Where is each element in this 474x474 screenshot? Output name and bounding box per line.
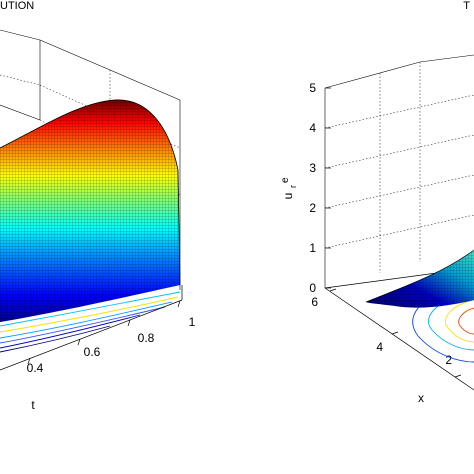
right-z-axis [325,87,331,289]
right-z-tick-1: 1 [309,241,316,255]
left-t-tick-3: 1 [189,315,196,329]
left-plot-title: UTION [0,0,34,12]
right-x-tick-1: 4 [376,340,383,354]
right-z-tick-3: 3 [309,161,316,175]
right-z-tick-0: 0 [309,281,316,295]
right-z-tick-4: 4 [309,121,316,135]
right-surface-mesh [366,250,474,308]
right-grid-lines [324,62,474,273]
left-t-axis-label: t [31,398,35,412]
right-z-tick-2: 2 [309,201,316,215]
right-x-tick-2: 2 [445,353,452,367]
left-t-tick-0: 0.4 [27,361,44,375]
left-t-tick-2: 0.8 [138,331,155,345]
right-x-axis-label: x [418,391,424,405]
left-t-tick-1: 0.6 [84,345,101,359]
right-surface-edge [365,249,474,303]
right-z-axis-label: u r e [280,177,298,199]
z-label-main: u [281,193,295,200]
left-t-axis [0,285,183,371]
right-plot-title: T [463,0,470,12]
left-surface-mesh [0,99,180,322]
right-x-tick-0: 6 [311,295,318,309]
right-z-tick-5: 5 [309,81,316,95]
left-contour-lines [0,291,181,353]
z-label-sub: r [288,185,298,188]
left-surface-edge [0,99,181,286]
right-axes-box [324,54,474,288]
z-label-sup: e [280,177,291,183]
